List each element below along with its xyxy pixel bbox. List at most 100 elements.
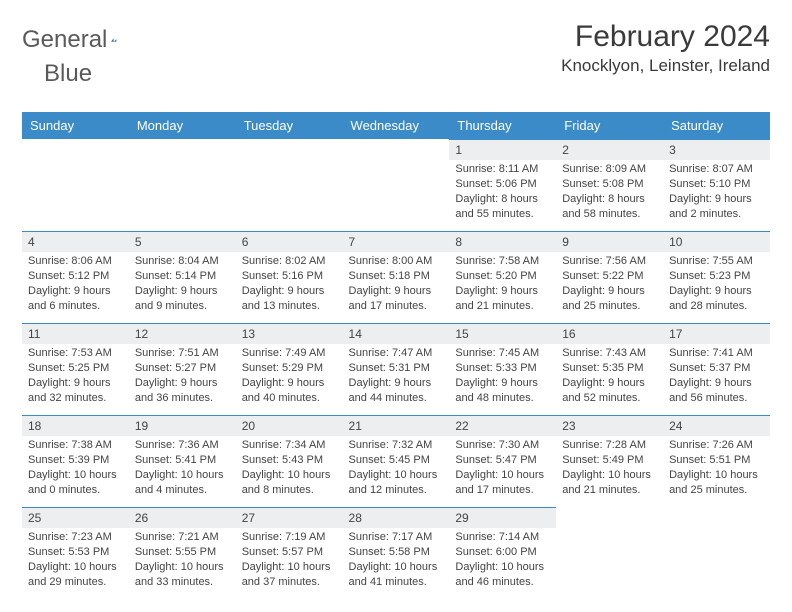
day-number: 10	[663, 231, 770, 252]
week-row: 11Sunrise: 7:53 AMSunset: 5:25 PMDayligh…	[22, 323, 770, 415]
dow-header: Tuesday	[236, 112, 343, 139]
day-line: Sunrise: 7:58 AM	[455, 254, 550, 269]
day-line: Daylight: 10 hours	[242, 560, 337, 575]
day-number: 1	[449, 139, 556, 160]
day-line: Sunset: 5:29 PM	[242, 361, 337, 376]
day-cell: 13Sunrise: 7:49 AMSunset: 5:29 PMDayligh…	[236, 323, 343, 415]
month-title: February 2024	[561, 20, 770, 54]
day-number: 14	[343, 323, 450, 344]
day-cell: 7Sunrise: 8:00 AMSunset: 5:18 PMDaylight…	[343, 231, 450, 323]
day-line: and 52 minutes.	[562, 391, 657, 406]
day-cell: 5Sunrise: 8:04 AMSunset: 5:14 PMDaylight…	[129, 231, 236, 323]
day-line: and 21 minutes.	[455, 299, 550, 314]
day-cell: 21Sunrise: 7:32 AMSunset: 5:45 PMDayligh…	[343, 415, 450, 507]
day-number: 11	[22, 323, 129, 344]
day-number: 28	[343, 507, 450, 528]
day-cell: 12Sunrise: 7:51 AMSunset: 5:27 PMDayligh…	[129, 323, 236, 415]
day-line: Sunset: 5:41 PM	[135, 453, 230, 468]
day-line: and 37 minutes.	[242, 575, 337, 590]
dow-header: Monday	[129, 112, 236, 139]
day-line: Daylight: 9 hours	[455, 376, 550, 391]
day-line: and 28 minutes.	[669, 299, 764, 314]
day-number: 8	[449, 231, 556, 252]
dow-header: Friday	[556, 112, 663, 139]
day-line: Sunset: 5:31 PM	[349, 361, 444, 376]
day-body: Sunrise: 8:04 AMSunset: 5:14 PMDaylight:…	[129, 252, 236, 317]
day-line: Daylight: 9 hours	[349, 284, 444, 299]
day-line: Sunset: 5:53 PM	[28, 545, 123, 560]
day-line: Daylight: 9 hours	[669, 376, 764, 391]
brand-logo: General	[22, 20, 141, 54]
day-line: Daylight: 9 hours	[242, 376, 337, 391]
day-cell	[236, 139, 343, 231]
day-number: 22	[449, 415, 556, 436]
day-line: Daylight: 9 hours	[28, 376, 123, 391]
day-line: and 17 minutes.	[455, 483, 550, 498]
day-number: 17	[663, 323, 770, 344]
day-line: Sunset: 5:51 PM	[669, 453, 764, 468]
day-line: Daylight: 9 hours	[349, 376, 444, 391]
dow-header: Saturday	[663, 112, 770, 139]
day-body: Sunrise: 7:21 AMSunset: 5:55 PMDaylight:…	[129, 528, 236, 593]
day-number: 29	[449, 507, 556, 528]
dow-header: Wednesday	[343, 112, 450, 139]
day-line: and 32 minutes.	[28, 391, 123, 406]
day-line: Sunset: 5:47 PM	[455, 453, 550, 468]
day-line: and 9 minutes.	[135, 299, 230, 314]
day-line: Sunset: 5:18 PM	[349, 269, 444, 284]
day-cell: 3Sunrise: 8:07 AMSunset: 5:10 PMDaylight…	[663, 139, 770, 231]
day-body: Sunrise: 8:02 AMSunset: 5:16 PMDaylight:…	[236, 252, 343, 317]
calendar-body: 1Sunrise: 8:11 AMSunset: 5:06 PMDaylight…	[22, 139, 770, 599]
day-body: Sunrise: 7:55 AMSunset: 5:23 PMDaylight:…	[663, 252, 770, 317]
day-line: Sunrise: 8:02 AM	[242, 254, 337, 269]
day-cell	[129, 139, 236, 231]
day-cell: 18Sunrise: 7:38 AMSunset: 5:39 PMDayligh…	[22, 415, 129, 507]
brand-line1: General	[22, 26, 107, 54]
day-number: 9	[556, 231, 663, 252]
day-line: Sunset: 5:27 PM	[135, 361, 230, 376]
week-row: 25Sunrise: 7:23 AMSunset: 5:53 PMDayligh…	[22, 507, 770, 599]
day-number: 3	[663, 139, 770, 160]
dow-header: Thursday	[449, 112, 556, 139]
day-number: 6	[236, 231, 343, 252]
day-body: Sunrise: 7:49 AMSunset: 5:29 PMDaylight:…	[236, 344, 343, 409]
brand-line2: Blue	[44, 60, 792, 88]
day-line: and 17 minutes.	[349, 299, 444, 314]
day-cell	[556, 507, 663, 599]
day-cell	[343, 139, 450, 231]
day-line: and 58 minutes.	[562, 207, 657, 222]
day-line: Sunset: 5:16 PM	[242, 269, 337, 284]
day-body: Sunrise: 7:23 AMSunset: 5:53 PMDaylight:…	[22, 528, 129, 593]
day-cell: 17Sunrise: 7:41 AMSunset: 5:37 PMDayligh…	[663, 323, 770, 415]
day-body: Sunrise: 7:47 AMSunset: 5:31 PMDaylight:…	[343, 344, 450, 409]
day-number: 24	[663, 415, 770, 436]
day-line: and 41 minutes.	[349, 575, 444, 590]
day-line: Sunset: 5:45 PM	[349, 453, 444, 468]
day-line: and 46 minutes.	[455, 575, 550, 590]
day-line: Daylight: 9 hours	[562, 376, 657, 391]
day-line: and 55 minutes.	[455, 207, 550, 222]
day-number: 25	[22, 507, 129, 528]
day-line: Daylight: 10 hours	[349, 468, 444, 483]
day-body: Sunrise: 7:19 AMSunset: 5:57 PMDaylight:…	[236, 528, 343, 593]
day-body: Sunrise: 7:58 AMSunset: 5:20 PMDaylight:…	[449, 252, 556, 317]
day-body: Sunrise: 7:32 AMSunset: 5:45 PMDaylight:…	[343, 436, 450, 501]
day-line: Sunrise: 7:34 AM	[242, 438, 337, 453]
day-line: Sunrise: 8:00 AM	[349, 254, 444, 269]
day-line: Sunrise: 7:23 AM	[28, 530, 123, 545]
day-number: 4	[22, 231, 129, 252]
day-line: Sunrise: 7:19 AM	[242, 530, 337, 545]
day-number: 15	[449, 323, 556, 344]
day-line: and 4 minutes.	[135, 483, 230, 498]
day-cell: 22Sunrise: 7:30 AMSunset: 5:47 PMDayligh…	[449, 415, 556, 507]
day-cell: 29Sunrise: 7:14 AMSunset: 6:00 PMDayligh…	[449, 507, 556, 599]
day-cell: 9Sunrise: 7:56 AMSunset: 5:22 PMDaylight…	[556, 231, 663, 323]
day-line: Sunrise: 7:56 AM	[562, 254, 657, 269]
day-body: Sunrise: 7:26 AMSunset: 5:51 PMDaylight:…	[663, 436, 770, 501]
day-line: Daylight: 8 hours	[455, 192, 550, 207]
day-line: Sunset: 5:55 PM	[135, 545, 230, 560]
day-body: Sunrise: 7:30 AMSunset: 5:47 PMDaylight:…	[449, 436, 556, 501]
day-body: Sunrise: 8:11 AMSunset: 5:06 PMDaylight:…	[449, 160, 556, 225]
day-cell: 16Sunrise: 7:43 AMSunset: 5:35 PMDayligh…	[556, 323, 663, 415]
day-line: Sunset: 5:37 PM	[669, 361, 764, 376]
